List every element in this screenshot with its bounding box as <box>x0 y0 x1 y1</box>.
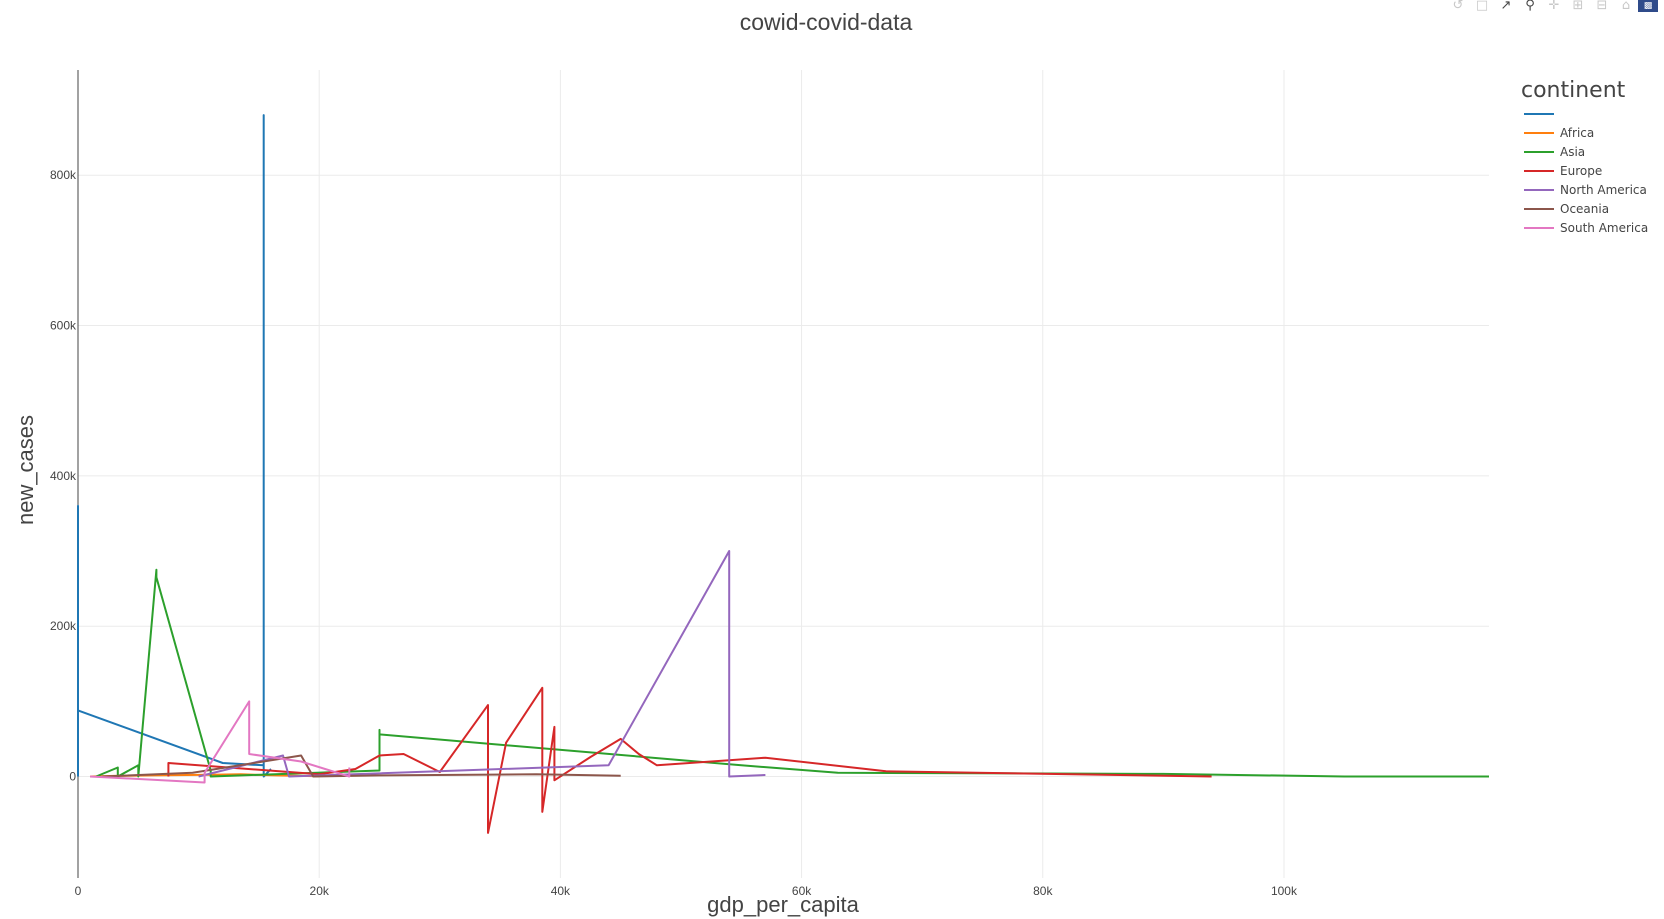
legend-item[interactable]: Oceania <box>1524 201 1609 217</box>
legend-swatch <box>1524 151 1554 153</box>
zoom-icon[interactable]: ⚲ <box>1525 0 1535 13</box>
y-tick-label: 200k <box>50 619 77 633</box>
plot-area[interactable] <box>77 114 1489 834</box>
x-tick-label: 80k <box>1033 884 1053 898</box>
legend-item[interactable]: Europe <box>1524 163 1602 179</box>
y-axis-label: new_cases <box>13 415 38 525</box>
undo-icon[interactable]: ↺ <box>1452 0 1464 13</box>
box-select-icon[interactable]: □ <box>1475 0 1489 13</box>
legend-swatch <box>1524 132 1554 134</box>
zoom-out-icon[interactable]: ⊟ <box>1596 0 1608 13</box>
series-line-north-america[interactable] <box>198 550 766 778</box>
series-line-europe[interactable] <box>167 686 1212 834</box>
legend-swatch <box>1524 227 1554 229</box>
pan-icon[interactable]: ✛ <box>1548 0 1560 13</box>
x-tick-label: 0 <box>75 884 82 898</box>
series-line-south-america[interactable] <box>90 700 351 784</box>
legend-label: Oceania <box>1560 202 1610 216</box>
x-axis-label: gdp_per_capita <box>707 892 859 917</box>
modebar: ↺ □ ↗ ⚲ ✛ ⊞ ⊟ ⌂ ▩ <box>1446 0 1664 14</box>
legend-item[interactable] <box>1524 106 1560 122</box>
x-tick-label: 40k <box>551 884 571 898</box>
legend-swatch <box>1524 113 1554 115</box>
chart-title: cowid-covid-data <box>740 9 913 35</box>
legend-swatch <box>1524 170 1554 172</box>
legend-swatch <box>1524 208 1554 210</box>
series-line-asia[interactable] <box>95 568 1489 778</box>
series-line-oceania[interactable] <box>102 754 621 778</box>
home-icon[interactable]: ⌂ <box>1621 0 1631 13</box>
legend-label: Africa <box>1560 126 1595 140</box>
legend-item[interactable]: North America <box>1524 182 1647 198</box>
legend-label: South America <box>1560 221 1649 235</box>
x-tick-label: 100k <box>1271 884 1298 898</box>
legend-swatch <box>1524 189 1554 191</box>
legend-item[interactable]: Asia <box>1524 144 1585 160</box>
legend-item[interactable]: South America <box>1524 220 1648 236</box>
y-tick-label: 0 <box>69 770 76 784</box>
plotly-logo-icon[interactable]: ▩ <box>1638 0 1658 12</box>
legend-label: Europe <box>1560 164 1603 178</box>
zoom-in-icon[interactable]: ⊞ <box>1572 0 1584 13</box>
series-line-unnamed[interactable] <box>77 114 272 778</box>
y-tick-label: 600k <box>50 319 77 333</box>
y-tick-label: 800k <box>50 168 77 182</box>
y-tick-label: 400k <box>50 469 77 483</box>
legend-title: continent <box>1521 78 1626 103</box>
legend-label: North America <box>1560 183 1647 197</box>
legend-label: Asia <box>1560 145 1586 159</box>
x-tick-label: 20k <box>310 884 330 898</box>
spike-lines-icon[interactable]: ↗ <box>1500 0 1512 13</box>
axes: 0 20k 40k 60k 80k 100k 0 200k 400k 600k 800k <box>50 70 1298 898</box>
legend-item[interactable]: Africa <box>1524 125 1594 141</box>
x-tick-label: 60k <box>792 884 812 898</box>
